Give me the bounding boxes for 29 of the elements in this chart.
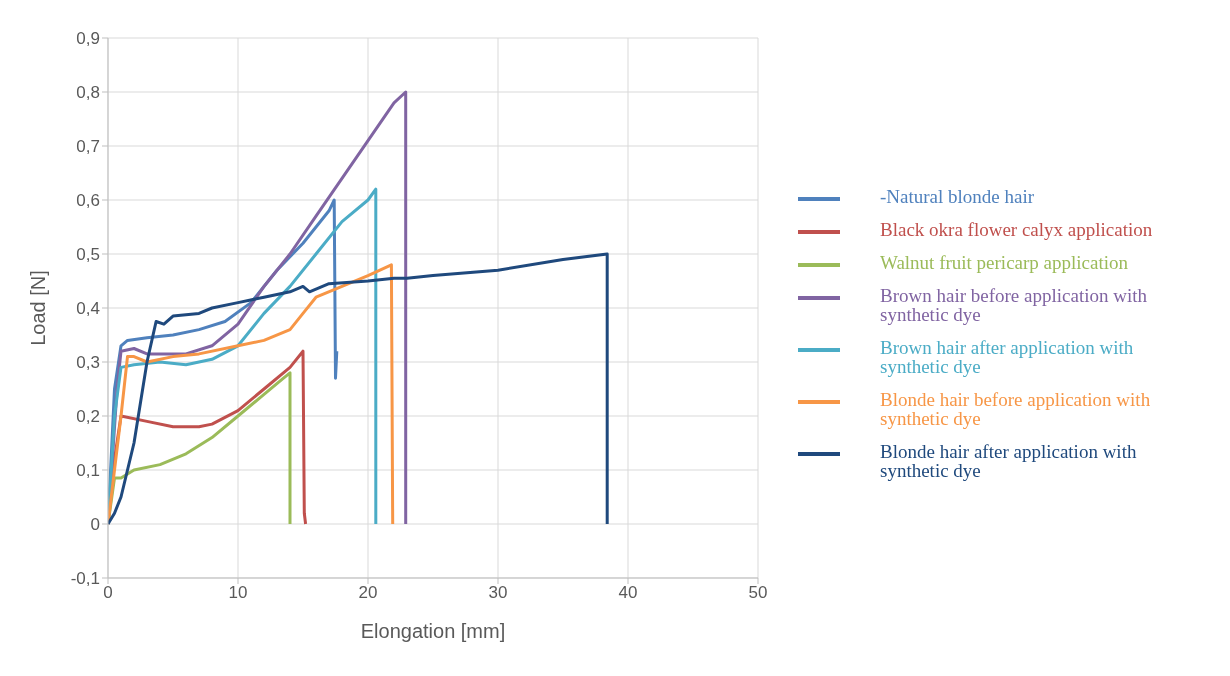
legend-label: -Natural blonde hair	[880, 185, 1035, 207]
x-tick-label: 10	[228, 583, 248, 603]
x-tick-label: 0	[103, 583, 113, 603]
x-tick-label: 40	[618, 583, 638, 603]
y-tick-label: 0	[90, 515, 100, 535]
y-tick-label: 0,8	[76, 83, 100, 103]
y-tick-label: 0,9	[76, 29, 100, 49]
y-tick-label: 0,3	[76, 353, 100, 373]
legend-label: Walnut fruit pericarp application	[880, 251, 1129, 273]
legend-label: Blonde hair before application with synthetic dye	[880, 388, 1152, 429]
x-tick-label: 30	[488, 583, 508, 603]
y-tick-label: 0,1	[76, 461, 100, 481]
y-tick-label: 0,2	[76, 407, 100, 427]
y-tick-label: 0,5	[76, 245, 100, 265]
x-tick-label: 20	[358, 583, 378, 603]
y-axis-title: Load [N]	[27, 270, 50, 346]
line-series	[108, 263, 395, 526]
y-tick-label: 0,7	[76, 137, 100, 157]
x-axis-title: Elongation [mm]	[360, 620, 506, 642]
y-tick-label: 0,6	[76, 191, 100, 211]
x-tick-label: 50	[748, 583, 768, 603]
line-series	[108, 252, 609, 526]
legend-label: Brown hair after application with synthetic dye	[880, 336, 1135, 377]
line-series	[108, 187, 378, 526]
legend-label: Blonde hair after application with synthetic dye	[880, 440, 1138, 481]
y-tick-label: -0,1	[70, 569, 100, 589]
legend-label: Black okra flower calyx application	[880, 218, 1153, 240]
y-tick-label: 0,4	[76, 299, 100, 319]
legend-label: Brown hair before application with synthetic dye	[880, 284, 1148, 325]
